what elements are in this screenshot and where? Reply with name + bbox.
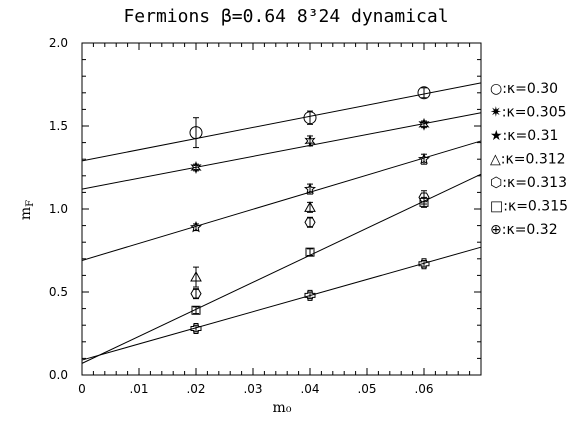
x-tick-label: .03: [243, 382, 262, 396]
legend-entry: ⬡:κ=0.313: [490, 175, 567, 191]
chart-title: Fermions β=0.64 8³24 dynamical: [123, 6, 448, 27]
data-point: [418, 258, 430, 270]
y-tick-label: 0.0: [49, 368, 68, 382]
fit-line: [81, 140, 482, 261]
data-point: [304, 217, 316, 228]
legend-entry: ★:κ=0.31: [490, 128, 558, 144]
x-axis-label: m₀: [273, 400, 292, 416]
y-tick-label: 1.5: [49, 119, 68, 133]
legend-entry: ⊕:κ=0.32: [490, 222, 558, 238]
data-point: [191, 305, 201, 315]
y-tick-label: 2.0: [49, 36, 68, 50]
y-tick-label: 0.5: [49, 285, 68, 299]
data-point: [190, 271, 202, 282]
data-point: [417, 86, 431, 100]
legend-entry: △:κ=0.312: [490, 152, 566, 168]
y-ticks: 0.0 0.5 1.0 1.5 2.0: [49, 36, 481, 382]
data-point: [304, 201, 316, 212]
data-point: [304, 134, 316, 148]
fit-line: [81, 112, 482, 190]
data-point: [189, 126, 203, 140]
data-point: [419, 197, 429, 207]
data-point: [190, 323, 202, 335]
legend-entry: □:κ=0.315: [490, 199, 568, 215]
y-axis-label: mF: [18, 200, 36, 220]
fit-line: [81, 173, 482, 364]
data-points: [189, 86, 431, 335]
legend-entry: ✷:κ=0.305: [490, 105, 567, 121]
legend-entry: ○:κ=0.30: [490, 81, 558, 97]
x-ticks: 0 .01 .02 .03 .04 .05 .06: [78, 43, 471, 396]
data-point: [418, 152, 430, 165]
data-point: [190, 288, 202, 299]
data-point: [190, 220, 202, 233]
fit-line: [81, 246, 482, 361]
data-point: [303, 111, 317, 125]
data-point: [190, 161, 202, 174]
data-point: [305, 247, 315, 257]
x-tick-label: .05: [357, 382, 376, 396]
data-point: [418, 117, 430, 131]
data-point: [304, 182, 316, 195]
legend: ○:κ=0.30 ✷:κ=0.305 ★:κ=0.31 △:κ=0.312 ⬡:κ=0.…: [490, 81, 568, 238]
x-tick-label: .01: [129, 382, 148, 396]
y-tick-label: 1.0: [49, 202, 68, 216]
x-tick-label: .06: [414, 382, 433, 396]
fit-line: [81, 82, 482, 162]
x-tick-label: .04: [300, 382, 319, 396]
fit-lines: [81, 82, 482, 364]
x-tick-label: .02: [186, 382, 205, 396]
data-point: [304, 289, 316, 301]
data-point: [418, 192, 430, 203]
plot-frame: [81, 42, 482, 376]
x-tick-label: 0: [78, 382, 86, 396]
